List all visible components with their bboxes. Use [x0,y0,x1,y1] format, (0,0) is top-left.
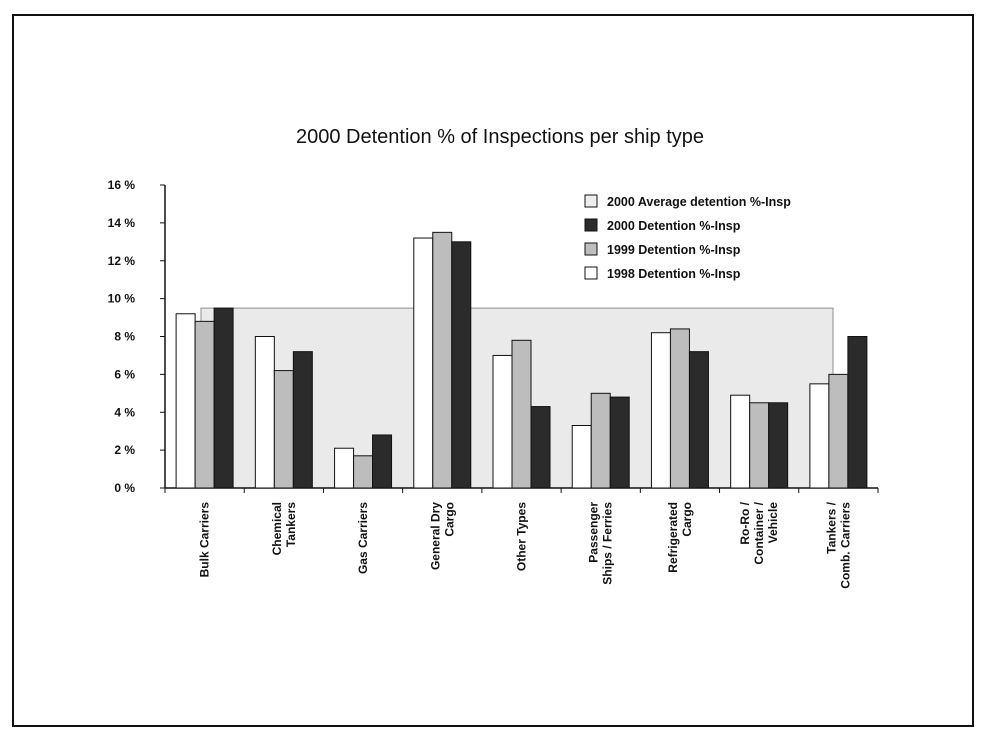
category-label: Chemical [270,502,284,555]
category-label: Gas Carriers [356,502,370,574]
bar [273,370,294,489]
bar [530,406,551,489]
legend-label: 1999 Detention %-Insp [607,243,741,257]
category-label: General Dry [428,502,442,570]
bar [730,394,751,489]
legend-swatch [584,242,598,256]
chart-title: 2000 Detention % of Inspections per ship… [296,126,704,148]
bar [213,307,234,489]
bar [451,241,472,489]
category-label: Ships / Ferries [601,502,615,585]
bar [571,425,592,489]
bar [292,351,313,489]
bar [609,396,630,489]
bar [688,351,709,489]
y-tick-label: 0 % [114,481,135,495]
bar [768,402,789,489]
y-tick-label: 8 % [114,330,135,344]
legend-swatch [584,218,598,232]
bar [809,383,830,489]
bar [590,392,611,489]
bar [175,313,196,489]
category-label: Tankers / [824,501,838,553]
legend-label: 2000 Average detention %-Insp [607,195,791,209]
bar [669,328,690,489]
bar [194,320,215,489]
category-label: Vehicle [766,502,780,544]
bar [650,332,671,489]
y-tick-label: 16 % [108,178,136,192]
y-tick-label: 6 % [114,367,135,381]
category-label: Container / [752,501,766,564]
bar [828,373,849,489]
legend-swatch [584,194,598,208]
legend-swatch [584,266,598,280]
y-tick-label: 4 % [114,405,135,419]
legend-label: 1998 Detention %-Insp [607,267,741,281]
category-label: Ro-Ro / [738,501,752,544]
category-label: Passenger [587,502,601,563]
bar [492,354,513,489]
legend-label: 2000 Detention %-Insp [607,219,741,233]
y-tick-label: 10 % [108,292,136,306]
bar [254,336,275,489]
y-tick-label: 14 % [108,216,136,230]
y-tick-label: 12 % [108,254,136,268]
bar [847,336,868,489]
category-label: Other Types [515,502,529,571]
bar [413,237,434,489]
category-label: Tankers [284,502,298,547]
bar [372,434,393,489]
bar [432,231,453,489]
bar [353,455,374,489]
category-label: Cargo [442,502,456,537]
category-label: Cargo [680,502,694,537]
category-label: Refrigerated [666,502,680,573]
y-tick-label: 2 % [114,443,135,457]
category-label: Bulk Carriers [198,502,212,578]
bar [511,339,532,489]
bar [334,447,355,489]
bar [749,402,770,489]
category-label: Comb. Carriers [838,502,852,589]
